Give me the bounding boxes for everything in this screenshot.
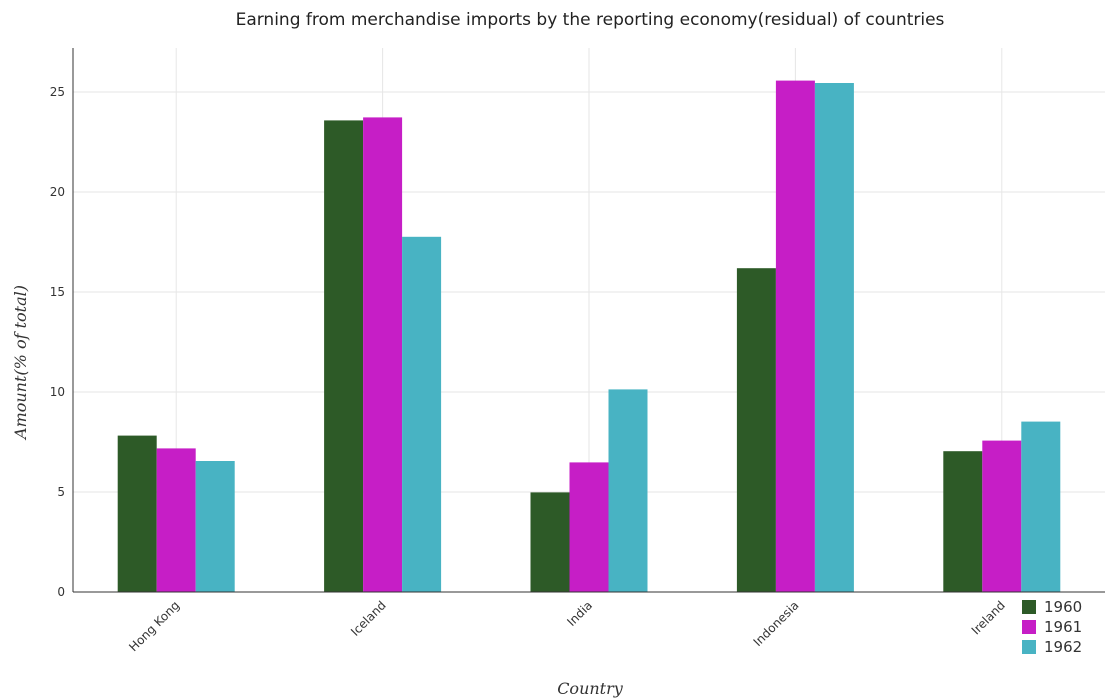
legend-swatch-1960 xyxy=(1022,600,1036,614)
bar-1962-iceland xyxy=(402,236,442,593)
y-tick-label: 15 xyxy=(50,285,65,299)
x-tick-label: Hong Kong xyxy=(126,598,182,654)
x-tick-label: Iceland xyxy=(348,598,389,639)
legend: 1960 1961 1962 xyxy=(1022,598,1082,656)
legend-label-1961: 1961 xyxy=(1044,618,1082,636)
y-tick-label: 0 xyxy=(57,585,65,599)
bar-1961-hong-kong xyxy=(156,448,196,592)
legend-swatch-1962 xyxy=(1022,640,1036,654)
bar-1961-ireland xyxy=(982,440,1022,592)
bar-1960-hong-kong xyxy=(117,435,157,592)
y-tick-label: 20 xyxy=(50,185,65,199)
bar-1960-india xyxy=(530,492,570,592)
x-axis-label: Country xyxy=(557,679,624,698)
x-tick-label: Ireland xyxy=(969,598,1008,637)
bar-1962-hong-kong xyxy=(195,461,235,592)
chart-title: Earning from merchandise imports by the … xyxy=(236,10,945,30)
y-tick-label: 5 xyxy=(57,485,65,499)
bar-1962-indonesia xyxy=(814,83,854,592)
bar-1960-ireland xyxy=(943,451,983,592)
y-tick-label: 25 xyxy=(50,85,65,99)
legend-label-1960: 1960 xyxy=(1044,598,1082,616)
bar-1961-iceland xyxy=(363,117,403,593)
bar-1960-iceland xyxy=(324,120,364,593)
axes xyxy=(72,48,1105,593)
y-tick-label: 10 xyxy=(50,385,65,399)
bar-1962-ireland xyxy=(1021,421,1061,592)
bar-1961-indonesia xyxy=(775,80,815,592)
legend-label-1962: 1962 xyxy=(1044,638,1082,656)
bar-1961-india xyxy=(569,462,609,592)
bar-1960-indonesia xyxy=(736,268,776,592)
legend-swatch-1961 xyxy=(1022,620,1036,634)
x-tick-label: Indonesia xyxy=(751,598,802,649)
bar-1962-india xyxy=(608,389,648,592)
bars xyxy=(117,80,1061,593)
x-tick-label: India xyxy=(564,598,595,629)
y-axis-label: Amount(% of total) xyxy=(11,285,30,441)
